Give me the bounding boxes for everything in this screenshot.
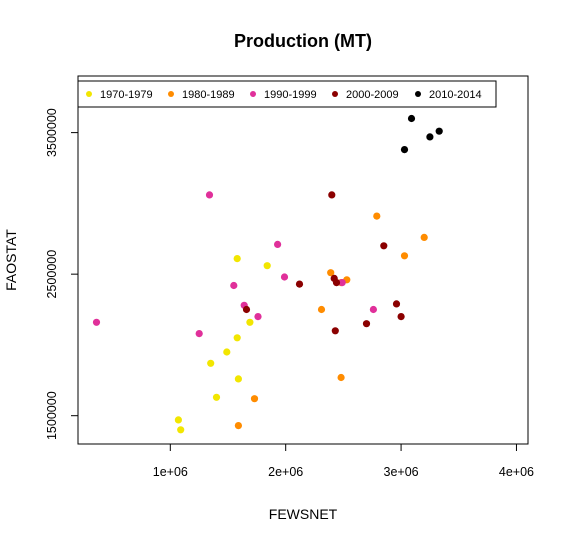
data-point (400, 146, 409, 154)
legend-label: 1970-1979 (100, 89, 153, 101)
legend-marker (332, 91, 338, 97)
data-point (397, 313, 405, 321)
data-point (233, 255, 241, 263)
data-point (362, 320, 371, 328)
legend-label: 1980-1989 (182, 89, 235, 101)
series-1970-1979 (174, 255, 271, 434)
data-point (174, 416, 182, 424)
x-tick-label: 4e+06 (499, 465, 534, 479)
data-point (328, 191, 336, 199)
legend-marker (415, 91, 421, 97)
data-point (223, 348, 231, 356)
data-point (407, 114, 416, 123)
data-point (230, 281, 238, 290)
data-point (246, 318, 254, 326)
x-tick-label: 2e+06 (268, 465, 303, 479)
data-point (373, 212, 381, 220)
legend-box (77, 80, 497, 108)
y-axis-label: FAOSTAT (3, 229, 19, 291)
data-point (263, 262, 271, 270)
data-point (332, 279, 341, 287)
legend-marker (168, 91, 174, 97)
x-axis: 1e+06 2e+06 3e+06 4e+06 (153, 444, 534, 479)
x-tick-label: 3e+06 (384, 465, 419, 479)
x-axis-label: FEWSNET (269, 506, 338, 522)
data-point (242, 305, 251, 314)
data-point (207, 359, 215, 367)
data-point (234, 422, 242, 430)
y-tick-label: 1500000 (45, 391, 59, 440)
data-point (369, 305, 377, 314)
data-point (250, 395, 259, 403)
data-point (177, 426, 185, 434)
series-1980-1989 (234, 212, 428, 430)
plot-frame (77, 75, 529, 445)
data-point (233, 334, 241, 342)
data-point (392, 300, 401, 308)
data-points (92, 92, 484, 434)
data-point (234, 375, 242, 383)
data-point (195, 330, 203, 338)
series-1990-1999 (92, 191, 377, 338)
data-point (92, 318, 101, 326)
series-2000-2009 (242, 191, 405, 335)
legend-marker (250, 91, 256, 97)
data-point (331, 327, 339, 335)
data-point (338, 279, 346, 287)
y-axis: 1500000 2500000 3500000 (45, 108, 78, 440)
chart-title: Production (MT) (234, 31, 372, 51)
data-point (295, 280, 304, 288)
x-tick-label: 1e+06 (153, 465, 188, 479)
legend-label: 2000-2009 (346, 89, 399, 101)
data-point (400, 252, 409, 260)
legend: 1970-1979 1980-1989 1990-1999 2000-2009 2010… (77, 80, 497, 108)
legend-label: 2010-2014 (429, 89, 482, 101)
data-point (426, 133, 434, 141)
data-point (212, 393, 221, 401)
data-point (337, 373, 345, 382)
data-point (317, 305, 326, 314)
data-point (205, 191, 214, 199)
data-point (420, 233, 428, 241)
data-point (327, 269, 335, 277)
data-point (254, 313, 262, 321)
data-point (280, 273, 289, 281)
data-point (380, 242, 388, 250)
legend-label: 1990-1999 (264, 89, 317, 101)
data-point (274, 240, 282, 248)
y-tick-label: 2500000 (45, 250, 59, 299)
legend-marker (86, 91, 92, 97)
y-tick-label: 3500000 (45, 108, 59, 157)
data-point (435, 127, 443, 135)
